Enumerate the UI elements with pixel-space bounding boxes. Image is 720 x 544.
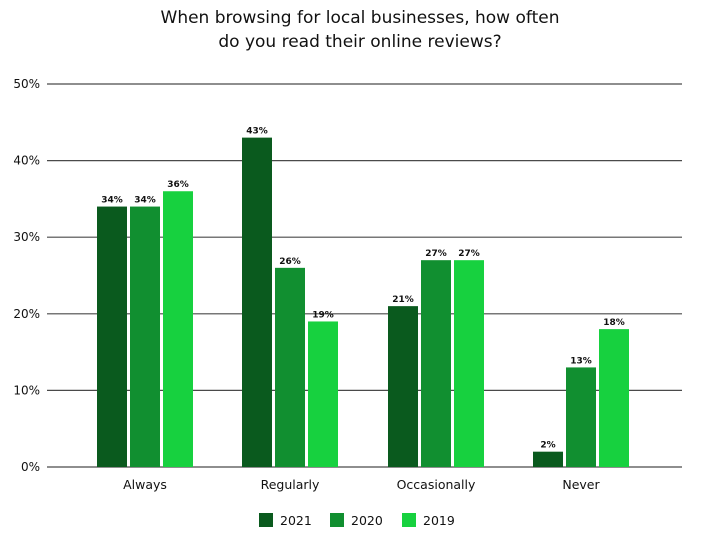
legend-label: 2019 bbox=[423, 513, 455, 528]
legend-label: 2020 bbox=[351, 513, 383, 528]
y-tick-label: 50% bbox=[13, 77, 40, 91]
bar bbox=[421, 260, 451, 467]
data-label: 21% bbox=[392, 295, 414, 305]
legend-swatch bbox=[330, 513, 344, 527]
bar bbox=[308, 321, 338, 467]
bar bbox=[242, 137, 272, 467]
legend-label: 2021 bbox=[280, 513, 312, 528]
bar bbox=[599, 329, 629, 467]
y-tick-label: 40% bbox=[13, 154, 40, 168]
bar bbox=[388, 306, 418, 467]
data-label: 13% bbox=[570, 356, 592, 366]
data-label: 34% bbox=[101, 196, 123, 206]
bar bbox=[454, 260, 484, 467]
bar bbox=[533, 451, 563, 467]
bar bbox=[130, 206, 160, 467]
y-tick-label: 30% bbox=[13, 230, 40, 244]
data-label: 26% bbox=[279, 257, 301, 267]
bar bbox=[275, 267, 305, 467]
y-tick-label: 0% bbox=[21, 460, 40, 474]
legend-swatch bbox=[402, 513, 416, 527]
data-label: 36% bbox=[167, 180, 189, 190]
y-tick-label: 10% bbox=[13, 383, 40, 397]
chart-title-line-2: do you read their online reviews? bbox=[218, 32, 502, 52]
bar bbox=[163, 191, 193, 468]
data-label: 18% bbox=[603, 318, 625, 328]
x-category-label: Never bbox=[562, 477, 600, 492]
data-label: 19% bbox=[312, 310, 334, 320]
data-label: 27% bbox=[458, 249, 480, 259]
data-label: 2% bbox=[540, 441, 555, 451]
x-category-label: Occasionally bbox=[397, 477, 476, 492]
chart-title-line-1: When browsing for local businesses, how … bbox=[160, 8, 560, 28]
data-label: 34% bbox=[134, 196, 156, 206]
data-label: 43% bbox=[246, 127, 268, 137]
x-category-label: Always bbox=[123, 477, 167, 492]
y-tick-label: 20% bbox=[13, 307, 40, 321]
x-category-label: Regularly bbox=[261, 477, 320, 492]
bar bbox=[97, 206, 127, 467]
data-label: 27% bbox=[425, 249, 447, 259]
legend-swatch bbox=[259, 513, 273, 527]
bar bbox=[566, 367, 596, 467]
